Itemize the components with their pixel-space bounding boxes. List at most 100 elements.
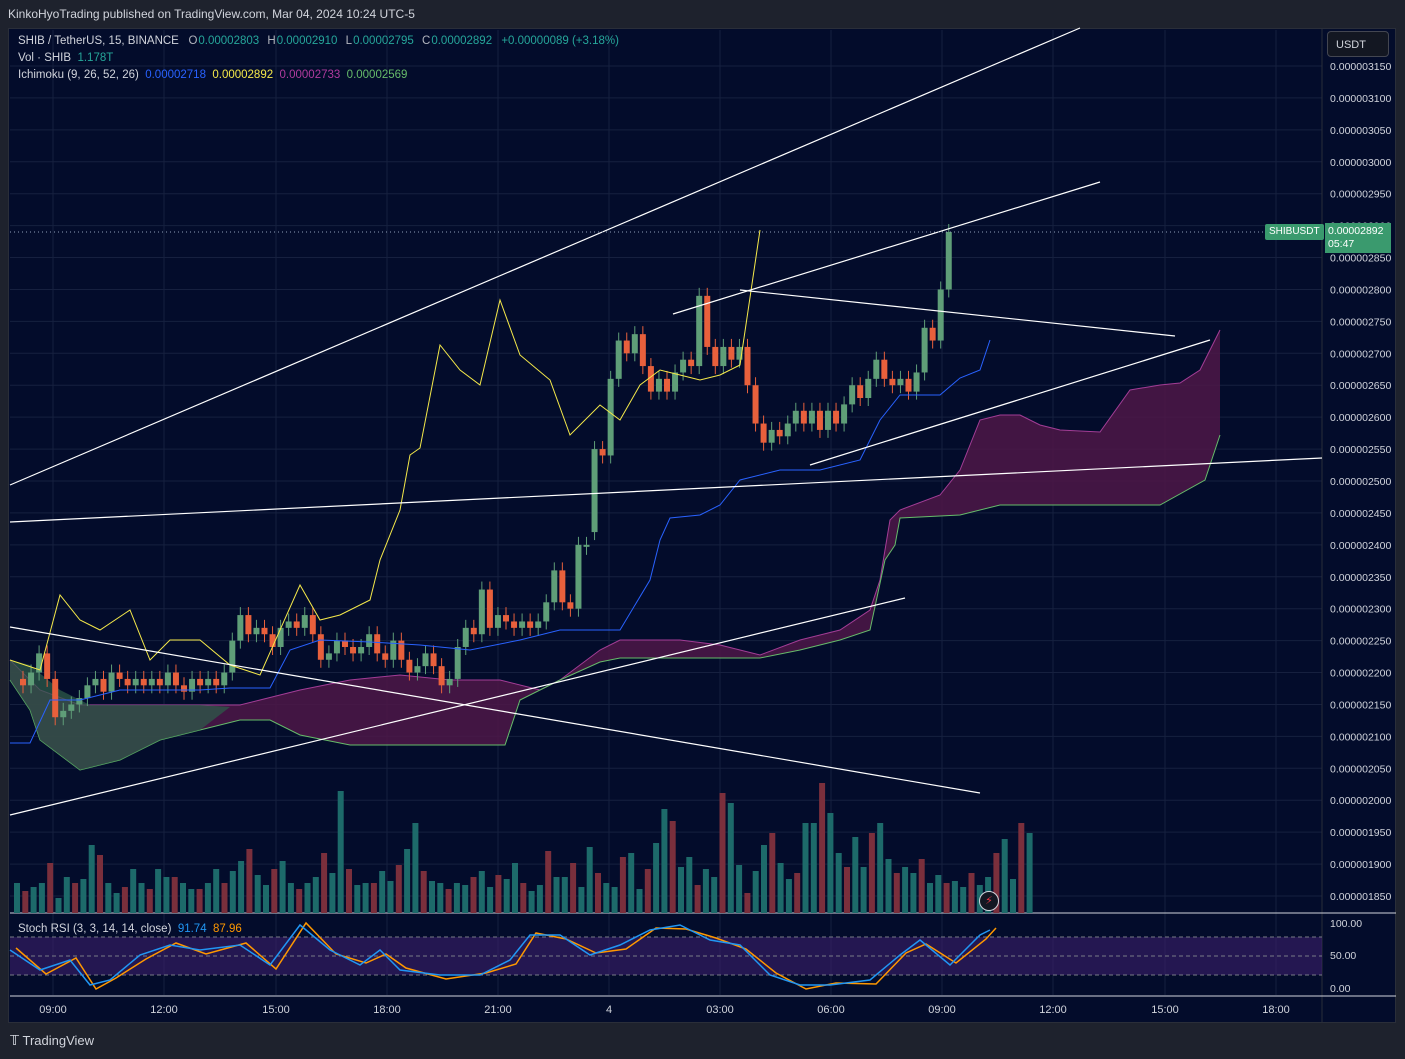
legend-row-stoch: Stoch RSI (3, 3, 14, 14, close) 91.74 87… bbox=[18, 923, 242, 935]
lightning-icon[interactable]: ⚡ bbox=[979, 891, 999, 911]
candle-body bbox=[325, 653, 332, 660]
volume-bar bbox=[727, 803, 734, 913]
stoch-d-value: 87.96 bbox=[212, 923, 242, 935]
candle-body bbox=[140, 678, 147, 686]
candle-body bbox=[527, 621, 534, 628]
volume-bar bbox=[478, 871, 485, 913]
price-tick-label: 0.000003000 bbox=[1330, 157, 1391, 169]
candle-body bbox=[253, 627, 260, 635]
candle-body bbox=[164, 672, 171, 686]
candle-body bbox=[647, 366, 654, 392]
volume-bar bbox=[72, 883, 79, 913]
volume-bar bbox=[943, 883, 950, 913]
volume-label[interactable]: Vol · SHIB bbox=[18, 52, 72, 64]
volume-bar bbox=[810, 823, 817, 913]
chikou-line bbox=[9, 229, 761, 676]
volume-bar bbox=[487, 887, 494, 913]
candle-body bbox=[503, 615, 509, 622]
volume-bar bbox=[404, 849, 411, 913]
publish-info: KinkoHyoTrading published on TradingView… bbox=[8, 7, 415, 21]
low-label: L bbox=[345, 35, 353, 47]
volume-bar bbox=[296, 889, 303, 913]
candle-body bbox=[833, 410, 840, 424]
volume-bar bbox=[611, 887, 618, 913]
candle-body bbox=[768, 429, 775, 443]
volume-bar bbox=[279, 861, 286, 913]
volume-bar bbox=[669, 821, 676, 913]
volume-bar bbox=[271, 869, 278, 913]
stoch-label[interactable]: Stoch RSI (3, 3, 14, 14, close) bbox=[18, 923, 172, 935]
volume-bar bbox=[503, 879, 510, 913]
price-tick-label: 0.000001850 bbox=[1330, 891, 1391, 903]
symbol-title[interactable]: SHIB / TetherUS, 15, BINANCE bbox=[18, 35, 179, 47]
candle-body bbox=[84, 685, 91, 699]
last-price-tag: 0.00002892 05:47 bbox=[1325, 223, 1391, 253]
price-tick-label: 0.000003150 bbox=[1330, 61, 1391, 73]
volume-bar bbox=[520, 883, 527, 913]
volume-bar bbox=[387, 881, 394, 913]
candle-body bbox=[720, 346, 727, 367]
candle-body bbox=[148, 678, 155, 686]
candle-body bbox=[44, 653, 51, 679]
candle-body bbox=[277, 627, 284, 647]
candle-body bbox=[784, 423, 791, 437]
candle-body bbox=[366, 634, 373, 647]
candle-body bbox=[342, 640, 348, 647]
time-tick-label: 12:00 bbox=[150, 1004, 178, 1016]
volume-bar bbox=[603, 883, 610, 913]
candle-body bbox=[382, 653, 389, 660]
tradingview-logo[interactable]: 𝕋 TradingView bbox=[10, 1033, 94, 1049]
bar-countdown: 05:47 bbox=[1328, 238, 1355, 250]
volume-bar bbox=[462, 885, 469, 913]
volume-bar bbox=[678, 867, 684, 913]
candle-body bbox=[269, 634, 276, 647]
candle-body bbox=[116, 672, 123, 679]
volume-bar bbox=[321, 853, 328, 913]
candle-body bbox=[245, 615, 252, 635]
volume-bar bbox=[586, 847, 593, 913]
volume-bar bbox=[362, 883, 369, 913]
trendline bbox=[672, 181, 1101, 315]
senkou-span-b bbox=[9, 329, 1221, 706]
candle-body bbox=[792, 410, 799, 424]
price-tick-label: 0.000001950 bbox=[1330, 827, 1391, 839]
candle-body bbox=[519, 621, 526, 628]
volume-bar bbox=[470, 877, 477, 913]
candle-body bbox=[623, 340, 630, 354]
volume-bar bbox=[719, 793, 726, 913]
time-tick-label: 15:00 bbox=[1151, 1004, 1179, 1016]
volume-bar bbox=[686, 857, 693, 913]
candle-body bbox=[760, 423, 767, 443]
ichimoku-value-4: 0.00002569 bbox=[346, 69, 408, 81]
price-tick-label: 0.000002400 bbox=[1330, 540, 1391, 552]
candle-body bbox=[309, 615, 316, 635]
volume-bar bbox=[512, 863, 518, 913]
ichimoku-cloud-bull bbox=[10, 660, 230, 770]
candle-body bbox=[293, 621, 300, 628]
candle-body bbox=[213, 678, 220, 686]
volume-bar bbox=[1018, 823, 1025, 913]
ichimoku-value-2: 0.00002892 bbox=[212, 69, 274, 81]
symbol-price-tag: SHIBUSDT bbox=[1265, 224, 1324, 240]
time-tick-label: 12:00 bbox=[1039, 1004, 1067, 1016]
volume-bar bbox=[910, 873, 917, 913]
volume-bar bbox=[918, 859, 925, 913]
candle-body bbox=[333, 640, 340, 654]
currency-selector[interactable]: USDT bbox=[1327, 31, 1389, 57]
candle-body bbox=[744, 346, 751, 386]
candle-body bbox=[945, 232, 952, 290]
candle-body bbox=[76, 698, 83, 705]
volume-bar bbox=[221, 883, 228, 913]
candle-body bbox=[615, 340, 622, 379]
volume-bar bbox=[238, 861, 245, 913]
volume-bar bbox=[694, 885, 701, 913]
volume-bar bbox=[180, 883, 186, 913]
candle-body bbox=[688, 359, 695, 367]
ichimoku-label[interactable]: Ichimoku (9, 26, 52, 26) bbox=[18, 69, 139, 81]
open-value: 0.00002803 bbox=[198, 35, 260, 47]
volume-bar bbox=[844, 867, 850, 913]
stoch-tick-label: 100.00 bbox=[1330, 918, 1362, 930]
volume-bar bbox=[420, 871, 427, 913]
trendline bbox=[9, 626, 981, 794]
